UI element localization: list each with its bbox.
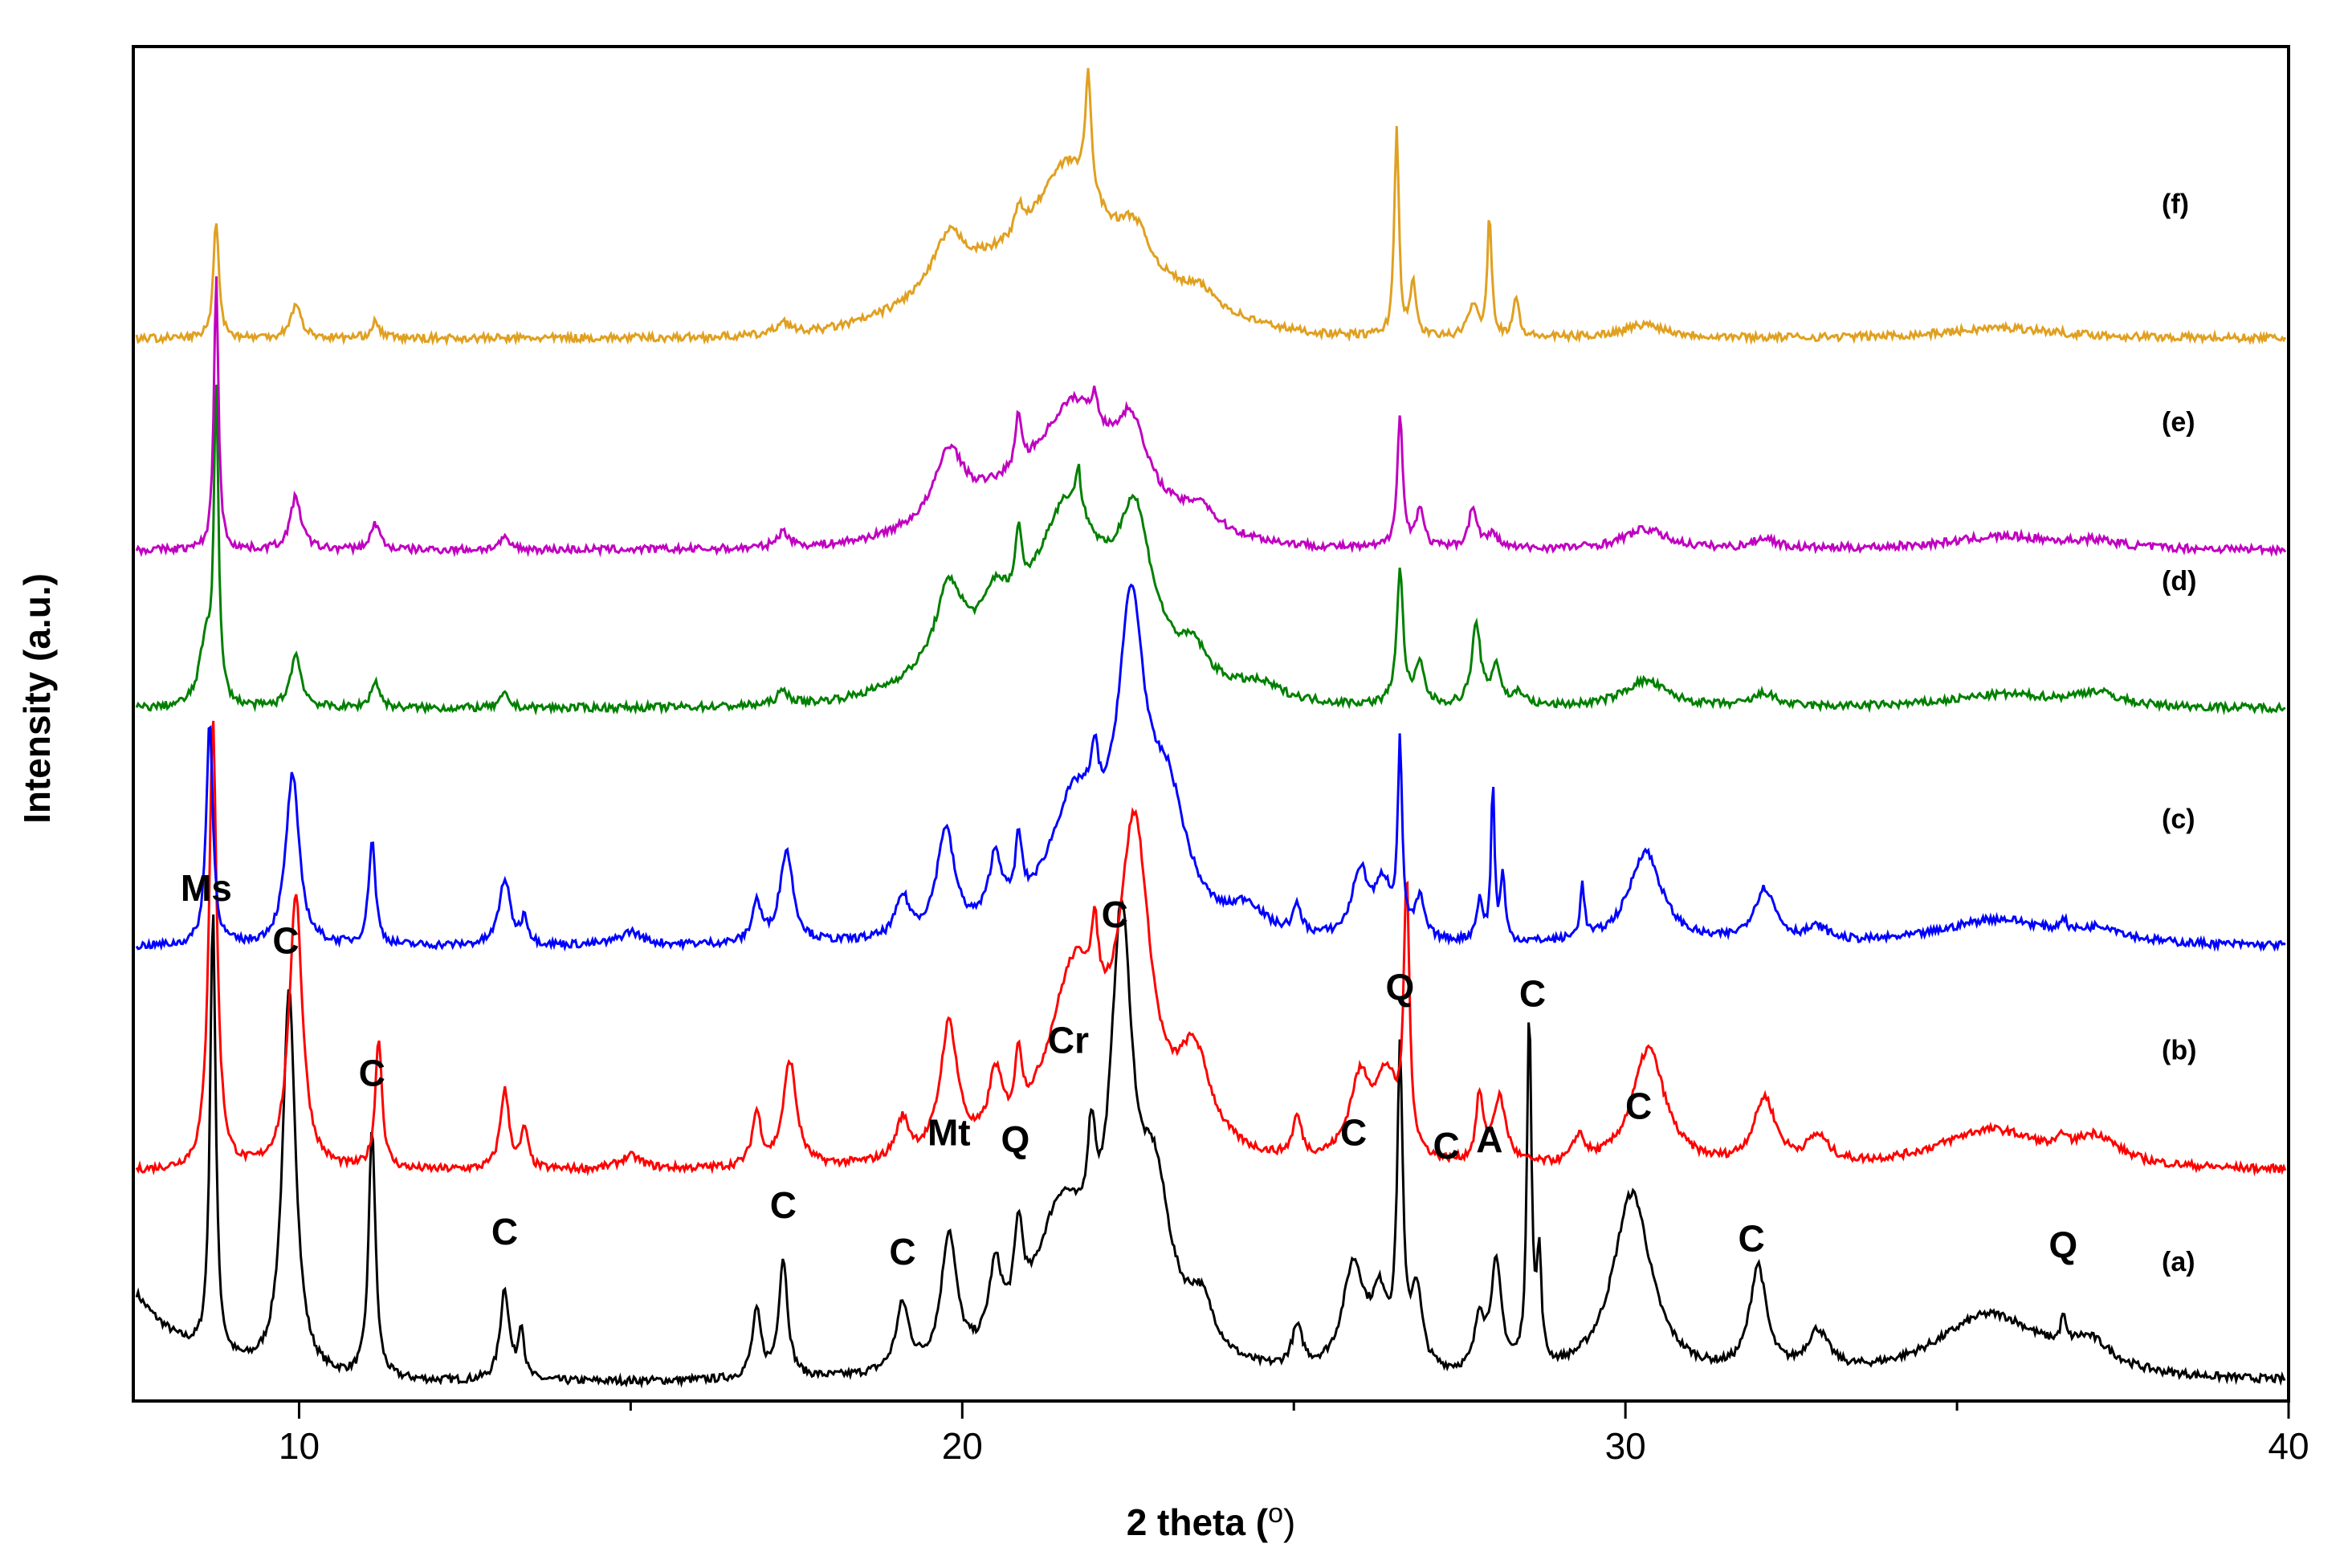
phase-label: Q bbox=[2048, 1224, 2077, 1266]
phase-label: C bbox=[1738, 1217, 1764, 1259]
series-line-e bbox=[135, 276, 2287, 558]
phase-label: C bbox=[1625, 1085, 1652, 1127]
phase-label: C bbox=[1102, 894, 1128, 935]
plot-frame bbox=[132, 45, 2290, 1403]
phase-label: Ms bbox=[181, 867, 232, 909]
phase-label: C bbox=[889, 1231, 915, 1273]
sample-label: (f) bbox=[2162, 189, 2189, 219]
sample-labels: (a) (b) (c) (d) (e) (f) bbox=[2162, 189, 2196, 1277]
y-axis-title: Intensity (a.u.) bbox=[16, 573, 58, 824]
phase-label: Mt bbox=[927, 1112, 971, 1154]
sample-label: (c) bbox=[2162, 804, 2195, 834]
x-tick-label: 20 bbox=[942, 1425, 983, 1467]
series-line-d bbox=[135, 385, 2286, 716]
x-tick-label: 30 bbox=[1605, 1425, 1646, 1467]
x-axis-title-close: ) bbox=[1283, 1501, 1295, 1543]
x-axis-title-text: 2 theta ( bbox=[1127, 1501, 1269, 1543]
phase-label: Q bbox=[1385, 966, 1414, 1008]
x-axis-title: 2 theta (o) bbox=[1127, 1498, 1296, 1543]
x-axis-ticks: 10 20 30 40 bbox=[279, 1401, 2309, 1467]
phase-label: C bbox=[272, 920, 299, 962]
series-line-f bbox=[135, 67, 2287, 347]
series-line-c bbox=[135, 583, 2286, 952]
phase-label: C bbox=[1519, 973, 1546, 1015]
phase-label: C bbox=[1340, 1112, 1367, 1154]
series-line-a bbox=[135, 898, 2286, 1389]
phase-label: Cr bbox=[1048, 1019, 1089, 1061]
sample-label: (b) bbox=[2162, 1035, 2196, 1065]
x-tick-label: 10 bbox=[279, 1425, 320, 1467]
series-line-b bbox=[135, 720, 2287, 1177]
x-tick-label: 40 bbox=[2268, 1425, 2309, 1467]
sample-label: (a) bbox=[2162, 1247, 2195, 1277]
phase-label: C bbox=[770, 1184, 797, 1226]
sample-label: (e) bbox=[2162, 407, 2195, 438]
series-layer bbox=[135, 67, 2287, 1389]
phase-label: C bbox=[491, 1211, 518, 1252]
phase-label: C bbox=[1433, 1125, 1460, 1167]
x-axis-degree: o bbox=[1268, 1498, 1283, 1529]
phase-label: C bbox=[359, 1052, 385, 1094]
sample-label: (d) bbox=[2162, 566, 2196, 597]
phase-label: A bbox=[1476, 1118, 1502, 1160]
phase-label: Q bbox=[1001, 1118, 1029, 1160]
